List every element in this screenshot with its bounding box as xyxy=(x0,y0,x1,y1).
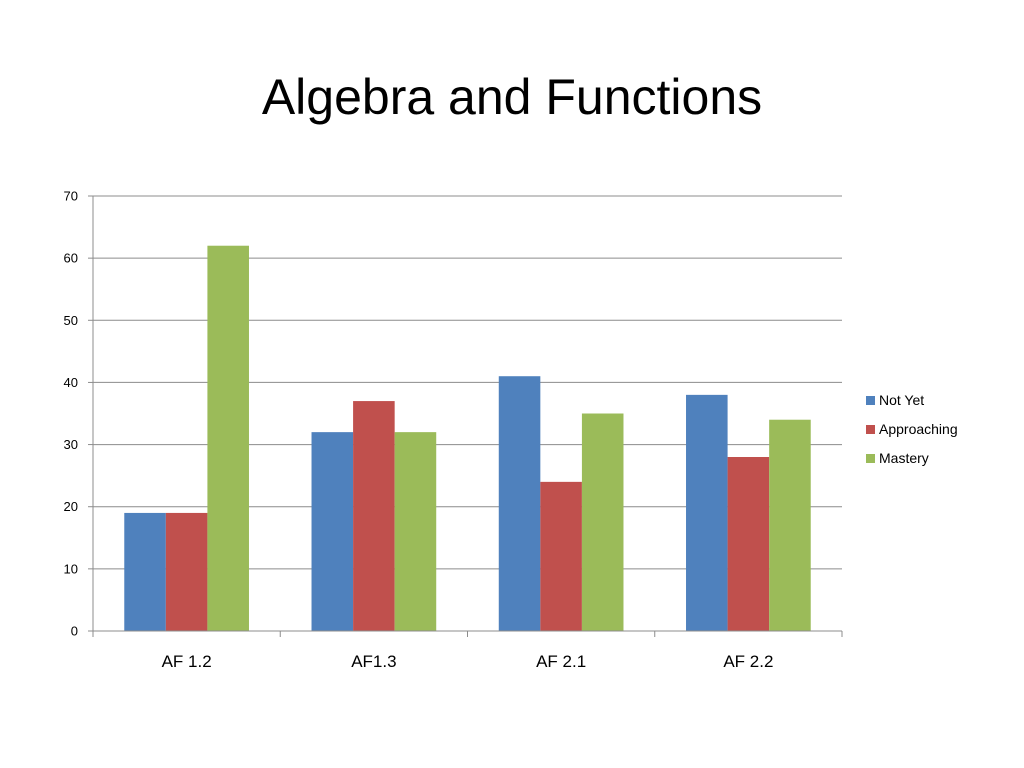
bar-not-yet xyxy=(124,512,166,631)
y-tick-label: 70 xyxy=(64,189,78,204)
x-axis-ticks: AF 1.2 AF1.3 AF 2.1 AF 2.2 xyxy=(162,652,774,671)
chart-title: Algebra and Functions xyxy=(261,69,763,125)
y-axis-ticks: 0 10 20 30 40 50 60 70 xyxy=(64,189,78,639)
bar-not-yet xyxy=(686,394,728,631)
bar-not-yet xyxy=(498,376,541,631)
bar-mastery xyxy=(207,245,249,631)
x-tick-label: AF 1.2 xyxy=(162,652,212,671)
bar-approaching xyxy=(727,457,770,631)
y-tick-label: 40 xyxy=(64,375,78,390)
x-tick-label: AF1.3 xyxy=(351,652,396,671)
bar-not-yet xyxy=(311,432,354,631)
legend-swatch xyxy=(866,396,875,405)
legend-swatch xyxy=(866,425,875,434)
legend: Not Yet Approaching Mastery xyxy=(866,392,958,466)
x-tick-label: AF 2.1 xyxy=(536,652,586,671)
axes xyxy=(88,195,843,637)
y-tick-label: 30 xyxy=(64,437,78,452)
bar-mastery xyxy=(769,419,811,631)
x-tick-label: AF 2.2 xyxy=(723,652,773,671)
bar-mastery xyxy=(581,413,624,631)
bar-approaching xyxy=(165,512,208,631)
bar-mastery xyxy=(394,432,437,631)
legend-label: Not Yet xyxy=(879,392,924,408)
y-tick-label: 20 xyxy=(64,499,78,514)
y-tick-label: 10 xyxy=(64,561,78,576)
bar-approaching xyxy=(353,401,395,631)
bar-approaching xyxy=(540,481,582,631)
legend-label: Approaching xyxy=(879,421,958,437)
y-tick-label: 50 xyxy=(64,313,78,328)
legend-swatch xyxy=(866,454,875,463)
bars xyxy=(124,245,811,631)
y-tick-label: 60 xyxy=(64,251,78,266)
legend-label: Mastery xyxy=(879,450,929,466)
y-tick-label: 0 xyxy=(71,624,78,639)
